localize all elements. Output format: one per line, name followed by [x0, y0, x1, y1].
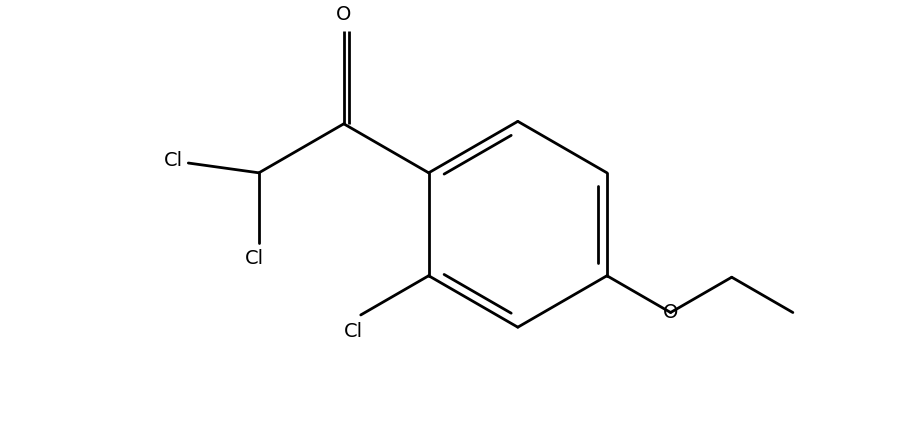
Text: Cl: Cl [244, 249, 263, 268]
Text: O: O [336, 5, 352, 24]
Text: Cl: Cl [344, 322, 364, 341]
Text: O: O [663, 303, 678, 322]
Text: Cl: Cl [164, 151, 184, 169]
